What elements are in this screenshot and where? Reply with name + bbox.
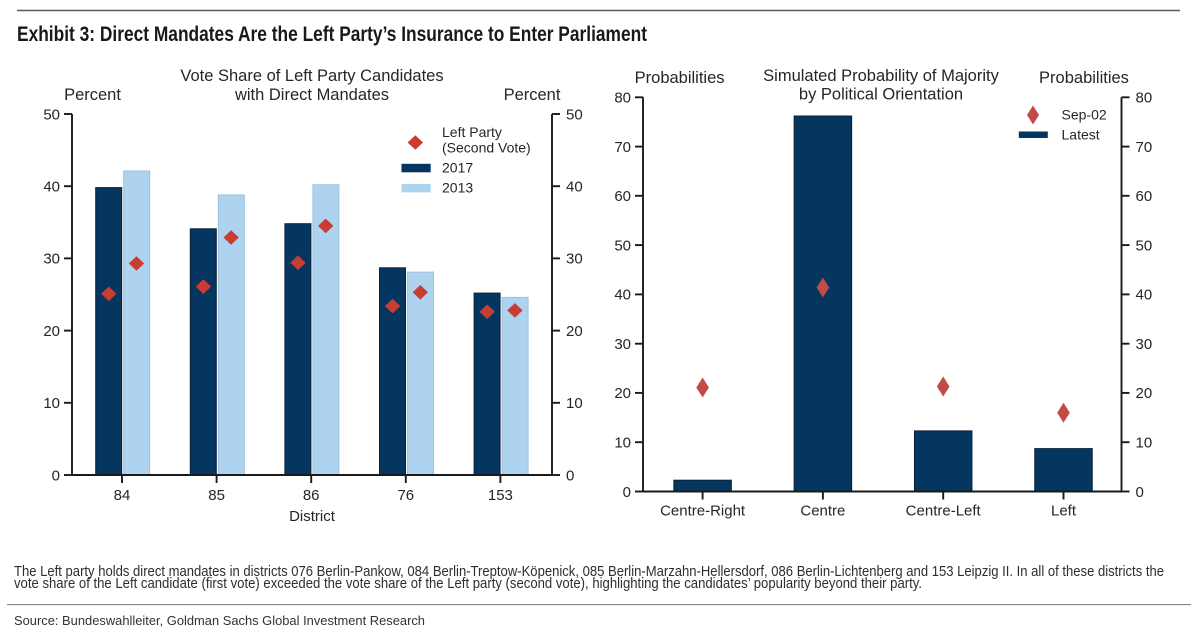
svg-text:Percent: Percent: [504, 86, 561, 104]
svg-text:0: 0: [1136, 484, 1144, 501]
svg-text:2017: 2017: [442, 160, 473, 176]
svg-text:vote share of the Left candida: vote share of the Left candidate (first …: [14, 575, 922, 592]
svg-text:30: 30: [1136, 336, 1153, 353]
svg-text:0: 0: [623, 484, 631, 501]
svg-text:Simulated Probability of Major: Simulated Probability of Majority: [763, 67, 999, 85]
svg-text:40: 40: [1136, 287, 1153, 304]
svg-text:The Left party holds direct ma: The Left party holds direct mandates in …: [14, 563, 1164, 580]
svg-text:10: 10: [614, 435, 631, 452]
svg-text:Left Party: Left Party: [442, 124, 502, 140]
svg-text:30: 30: [43, 251, 60, 268]
svg-text:Exhibit 3: Direct Mandates Are: Exhibit 3: Direct Mandates Are the Left …: [17, 23, 647, 46]
svg-text:30: 30: [614, 336, 631, 353]
svg-text:2013: 2013: [442, 180, 473, 196]
svg-text:20: 20: [1136, 385, 1153, 402]
svg-text:84: 84: [114, 487, 131, 504]
svg-text:40: 40: [566, 179, 583, 196]
svg-text:50: 50: [614, 237, 631, 254]
svg-text:85: 85: [208, 487, 225, 504]
svg-text:50: 50: [43, 106, 60, 123]
svg-text:60: 60: [1136, 188, 1153, 205]
svg-text:50: 50: [1136, 237, 1153, 254]
svg-text:30: 30: [566, 251, 583, 268]
svg-text:70: 70: [1136, 139, 1153, 156]
svg-text:0: 0: [566, 467, 574, 484]
svg-text:Latest: Latest: [1062, 126, 1100, 142]
svg-text:10: 10: [1136, 435, 1153, 452]
svg-text:10: 10: [566, 395, 583, 412]
svg-text:0: 0: [52, 467, 60, 484]
svg-text:20: 20: [43, 323, 60, 340]
svg-text:Centre-Right: Centre-Right: [660, 503, 746, 520]
svg-text:76: 76: [397, 487, 414, 504]
svg-text:40: 40: [614, 287, 631, 304]
svg-text:Centre-Left: Centre-Left: [906, 503, 982, 520]
svg-text:Left: Left: [1051, 503, 1077, 520]
svg-text:Sep-02: Sep-02: [1062, 107, 1107, 123]
svg-text:Source: Bundeswahlleiter, Gold: Source: Bundeswahlleiter, Goldman Sachs …: [14, 613, 425, 628]
svg-text:Vote Share of Left Party Candi: Vote Share of Left Party Candidates: [180, 67, 443, 85]
svg-text:by Political Orientation: by Political Orientation: [799, 86, 963, 104]
svg-text:10: 10: [43, 395, 60, 412]
svg-text:Probabilities: Probabilities: [1039, 69, 1129, 87]
svg-text:70: 70: [614, 139, 631, 156]
svg-text:86: 86: [303, 487, 320, 504]
svg-text:Centre: Centre: [800, 503, 845, 520]
svg-text:60: 60: [614, 188, 631, 205]
svg-text:40: 40: [43, 179, 60, 196]
svg-text:153: 153: [488, 487, 513, 504]
svg-text:20: 20: [566, 323, 583, 340]
svg-text:with Direct Mandates: with Direct Mandates: [234, 86, 389, 104]
svg-text:Probabilities: Probabilities: [635, 69, 725, 87]
svg-text:District: District: [289, 508, 336, 525]
svg-text:80: 80: [1136, 90, 1153, 107]
svg-text:80: 80: [614, 90, 631, 107]
svg-text:20: 20: [614, 385, 631, 402]
svg-text:Percent: Percent: [64, 86, 121, 104]
svg-text:50: 50: [566, 106, 583, 123]
svg-text:(Second Vote): (Second Vote): [442, 140, 531, 156]
